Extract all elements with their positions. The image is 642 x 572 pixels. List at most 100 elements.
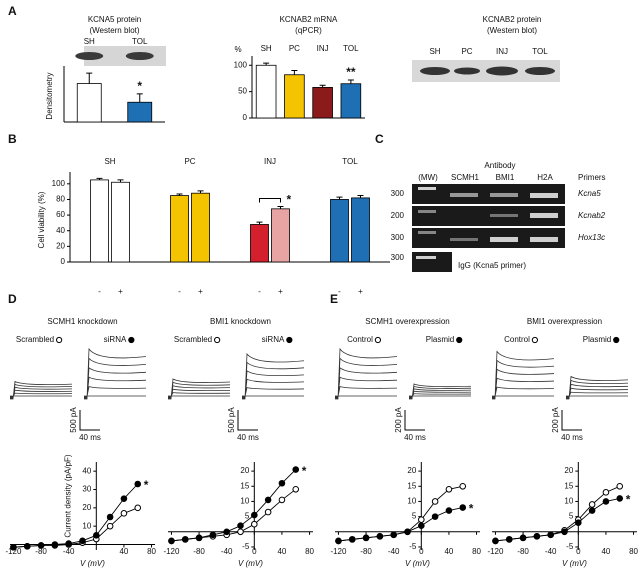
data-point bbox=[390, 531, 397, 539]
y-tick-label: 20 bbox=[240, 466, 249, 475]
chart-title: KCNAB2 mRNA bbox=[280, 15, 338, 24]
data-point bbox=[10, 543, 17, 551]
x-tick-label: -80 bbox=[360, 547, 372, 556]
data-point bbox=[120, 510, 128, 517]
gel-size: 200 bbox=[391, 211, 405, 220]
annotation: * bbox=[469, 502, 474, 516]
y-tick-label: 10 bbox=[407, 497, 416, 506]
data-point bbox=[23, 543, 31, 550]
x-axis-label: V (mV) bbox=[562, 559, 587, 568]
gel-column: H2A bbox=[537, 173, 553, 182]
chart-title: SCMH1 knockdown bbox=[47, 317, 117, 326]
chart-title: SCMH1 overexpression bbox=[365, 317, 449, 326]
legend-label: Control bbox=[504, 335, 530, 344]
x-axis-label: V (mV) bbox=[405, 559, 430, 568]
data-point bbox=[181, 536, 189, 543]
bar bbox=[170, 195, 189, 263]
legend-label: Plasmid bbox=[583, 335, 611, 344]
bar bbox=[191, 192, 210, 263]
gel-heading: Antibody bbox=[484, 161, 515, 170]
y-tick-label: 10 bbox=[82, 521, 91, 530]
x-tick-label: -80 bbox=[517, 547, 529, 556]
chart-subtitle: (qPCR) bbox=[295, 26, 322, 35]
bar bbox=[340, 83, 362, 119]
y-tick-label: 0 bbox=[243, 113, 248, 122]
x-tick-label: -40 bbox=[63, 547, 75, 556]
annotation: ** bbox=[346, 65, 356, 79]
primer-name: Kcna5 bbox=[578, 189, 601, 198]
chart-title: KCNA5 protein bbox=[88, 15, 141, 24]
error-bar bbox=[357, 195, 364, 198]
x-tick-label: 80 bbox=[472, 547, 481, 556]
x-tick-label: -120 bbox=[330, 547, 347, 556]
x-tick-label: -120 bbox=[487, 547, 504, 556]
annotation: * bbox=[626, 493, 631, 507]
error-bar bbox=[291, 70, 298, 75]
scale-label: 200 pA bbox=[394, 407, 403, 433]
series-line bbox=[495, 485, 620, 542]
legend-label: Control bbox=[347, 335, 373, 344]
data-point bbox=[602, 489, 610, 496]
gel-size: 300 bbox=[391, 189, 405, 198]
y-tick-label: 20 bbox=[82, 503, 91, 512]
x-tick-label: 80 bbox=[147, 547, 156, 556]
data-point bbox=[588, 501, 596, 508]
series-line bbox=[171, 469, 297, 542]
bar bbox=[351, 197, 370, 263]
x-tick-label: 0 bbox=[419, 547, 424, 556]
y-tick-label: 30 bbox=[82, 485, 91, 494]
data-point bbox=[445, 486, 453, 493]
legend-label: siRNA bbox=[262, 335, 285, 344]
y-axis-label: Densitometry bbox=[45, 72, 54, 119]
bar bbox=[250, 224, 269, 263]
x-tick-label: 0 bbox=[576, 547, 581, 556]
data-point bbox=[251, 511, 258, 519]
error-bar bbox=[319, 84, 326, 88]
x-tick-label: -40 bbox=[388, 547, 400, 556]
blot-title: KCNAB2 protein bbox=[483, 15, 542, 24]
x-tick-label: SH bbox=[84, 37, 95, 46]
data-point bbox=[335, 537, 342, 545]
group-label: INJ bbox=[264, 157, 276, 166]
scale-label: 40 ms bbox=[79, 433, 101, 442]
x-tick-label: 40 bbox=[601, 547, 610, 556]
x-tick-label: -80 bbox=[193, 547, 205, 556]
y-axis-label: Current density (pA/pF) bbox=[63, 454, 72, 537]
current-trace bbox=[335, 347, 398, 400]
series-line bbox=[171, 488, 297, 542]
legend-marker bbox=[531, 336, 538, 344]
blot-image bbox=[84, 46, 166, 66]
data-point bbox=[459, 482, 467, 490]
data-point bbox=[431, 513, 439, 520]
y-tick-label: 20 bbox=[407, 466, 416, 475]
y-tick-label: 15 bbox=[564, 481, 573, 490]
group-label: SH bbox=[104, 157, 115, 166]
data-point bbox=[348, 536, 356, 543]
series-line bbox=[13, 507, 138, 548]
y-tick-label: -5 bbox=[409, 542, 417, 551]
data-point bbox=[602, 498, 610, 505]
scale-label: 500 pA bbox=[227, 407, 236, 433]
y-tick-label: 10 bbox=[564, 497, 573, 506]
scale-bar bbox=[404, 410, 425, 431]
panel-label: C bbox=[375, 132, 384, 146]
error-bar bbox=[263, 62, 270, 66]
panel-label: B bbox=[8, 132, 17, 146]
y-tick-label: 5 bbox=[412, 512, 417, 521]
y-tick-label: 20 bbox=[56, 241, 65, 250]
x-tick-label: - bbox=[258, 287, 261, 296]
gel-size: 300 bbox=[391, 233, 405, 242]
legend-label: Scrambled bbox=[174, 335, 212, 344]
scale-label: 40 ms bbox=[237, 433, 259, 442]
x-tick-label: - bbox=[338, 287, 341, 296]
y-tick-label: 5 bbox=[569, 512, 574, 521]
y-axis-label: % bbox=[234, 45, 241, 54]
error-bar bbox=[96, 177, 103, 180]
current-trace bbox=[10, 380, 73, 400]
scale-label: 40 ms bbox=[561, 433, 583, 442]
x-tick-label: 80 bbox=[629, 547, 638, 556]
significance-bracket bbox=[259, 197, 281, 203]
data-point bbox=[616, 495, 624, 502]
series-line bbox=[13, 483, 139, 548]
y-tick-label: 15 bbox=[407, 481, 416, 490]
